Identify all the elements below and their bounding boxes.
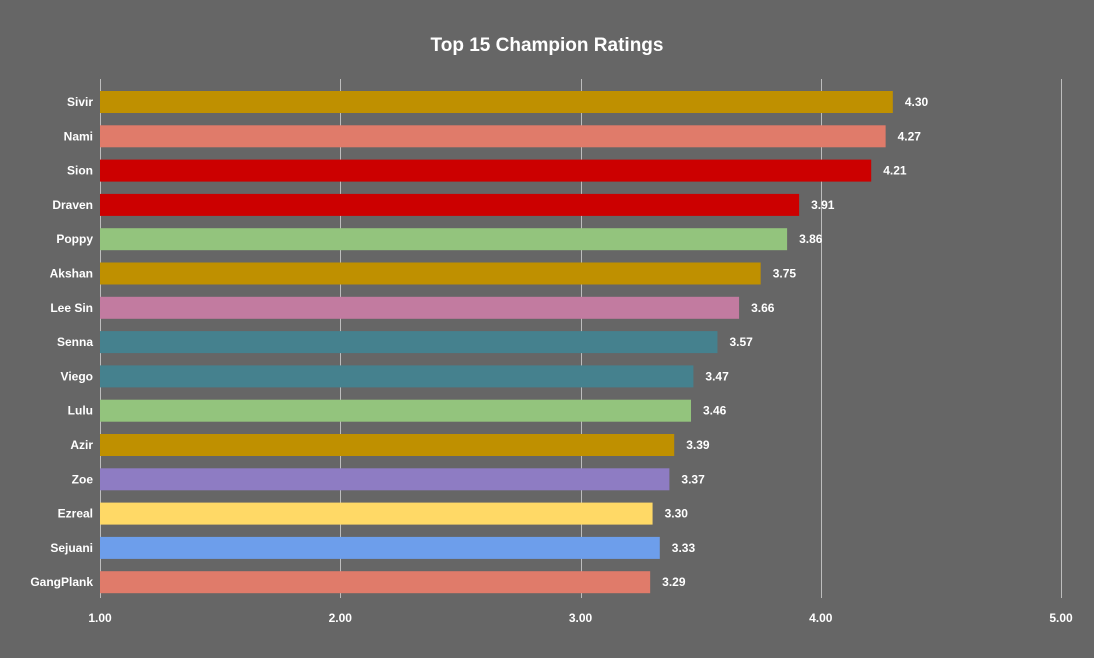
value-label: 3.33: [672, 541, 696, 555]
value-label: 3.46: [703, 404, 727, 418]
bar: [100, 502, 653, 525]
category-label: Lee Sin: [50, 301, 93, 315]
value-label: 4.30: [905, 95, 929, 109]
x-tick-label: 2.00: [329, 611, 353, 625]
category-label: Poppy: [56, 232, 93, 246]
x-tick-label: 4.00: [809, 611, 833, 625]
x-tick-label: 5.00: [1049, 611, 1073, 625]
labels: 1.00 2.00 3.00 4.00 5.00 Sivir 4.30 Nami 4.27 Sio…: [30, 95, 1073, 625]
category-label: Sion: [67, 164, 93, 178]
chart-title: Top 15 Champion Ratings: [431, 35, 664, 56]
bar: [100, 434, 675, 456]
category-label: Azir: [70, 438, 93, 452]
bar: [100, 296, 740, 319]
x-tick-label: 3.00: [569, 611, 593, 625]
value-label: 3.37: [681, 472, 705, 486]
bar: [100, 468, 670, 491]
bars: [100, 91, 893, 594]
value-label: 3.30: [665, 507, 689, 521]
value-label: 3.47: [705, 369, 729, 383]
bar: [100, 571, 651, 594]
bar: [100, 365, 694, 388]
category-label: Akshan: [50, 267, 93, 281]
bar: [100, 331, 718, 354]
bar: [100, 262, 761, 285]
bar: [100, 125, 886, 148]
category-label: Nami: [64, 129, 93, 143]
value-label: 3.39: [686, 438, 710, 452]
bar: [100, 399, 692, 422]
bar: [100, 193, 800, 216]
value-label: 3.91: [811, 198, 835, 212]
category-label: Viego: [61, 369, 93, 383]
bar: [100, 228, 788, 251]
x-tick-label: 1.00: [88, 611, 112, 625]
category-label: Senna: [57, 335, 93, 349]
category-label: Draven: [52, 198, 93, 212]
bar: [100, 91, 893, 113]
value-label: 3.29: [662, 575, 686, 589]
category-label: Lulu: [68, 404, 93, 418]
bar: [100, 159, 872, 182]
category-label: Ezreal: [58, 507, 93, 521]
value-label: 4.21: [883, 164, 907, 178]
category-label: Zoe: [72, 472, 94, 486]
category-label: Sivir: [67, 95, 93, 109]
bar: [100, 536, 660, 559]
value-label: 4.27: [898, 129, 922, 143]
category-label: Sejuani: [50, 541, 93, 555]
value-label: 3.57: [729, 335, 753, 349]
value-label: 3.75: [773, 267, 797, 281]
category-label: GangPlank: [30, 575, 93, 589]
value-label: 3.66: [751, 301, 775, 315]
value-label: 3.86: [799, 232, 823, 246]
